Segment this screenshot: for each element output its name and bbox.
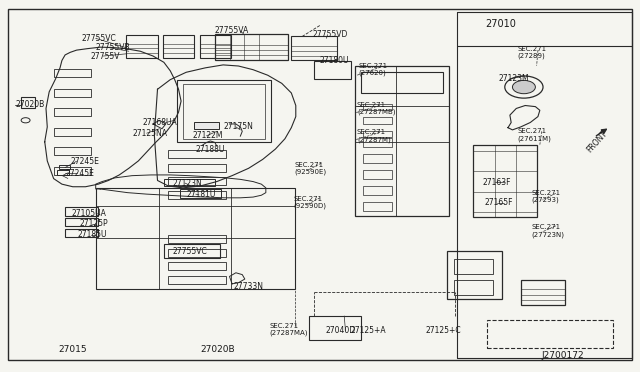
Bar bbox=[20, 97, 35, 109]
Bar bbox=[54, 108, 91, 116]
Bar bbox=[54, 147, 91, 155]
Bar bbox=[96, 188, 294, 289]
Text: 27122M: 27122M bbox=[193, 131, 223, 140]
Text: 27123N: 27123N bbox=[172, 179, 202, 187]
Bar bbox=[168, 248, 226, 257]
Text: 27125P: 27125P bbox=[79, 219, 108, 228]
Text: 27020B: 27020B bbox=[15, 100, 45, 109]
Text: 27040D: 27040D bbox=[325, 326, 355, 335]
Bar bbox=[168, 262, 226, 270]
Bar bbox=[364, 154, 392, 163]
Text: 27180U: 27180U bbox=[320, 56, 349, 65]
Bar bbox=[364, 138, 392, 147]
Text: 27015: 27015 bbox=[59, 345, 88, 354]
Text: 27755VD: 27755VD bbox=[312, 30, 348, 39]
Bar bbox=[168, 150, 226, 158]
Bar bbox=[487, 320, 613, 349]
Text: 27010: 27010 bbox=[486, 19, 516, 29]
Text: SEC.271
(27287MB): SEC.271 (27287MB) bbox=[357, 102, 396, 115]
Text: 27755VA: 27755VA bbox=[215, 26, 249, 35]
Text: 27125NA: 27125NA bbox=[132, 129, 167, 138]
Bar bbox=[168, 191, 226, 199]
Bar bbox=[54, 128, 91, 136]
Text: 27105UA: 27105UA bbox=[72, 209, 106, 218]
Bar bbox=[454, 280, 493, 295]
Bar bbox=[521, 280, 565, 305]
Bar bbox=[364, 131, 392, 137]
Bar bbox=[59, 165, 70, 169]
Text: 27181U: 27181U bbox=[186, 190, 216, 199]
Text: SEC.271
(27287MA): SEC.271 (27287MA) bbox=[269, 323, 308, 336]
Text: 27245E: 27245E bbox=[70, 157, 99, 166]
Bar bbox=[364, 117, 392, 124]
Text: 27755V: 27755V bbox=[91, 52, 120, 61]
Bar bbox=[125, 35, 157, 58]
Circle shape bbox=[513, 80, 536, 94]
Bar bbox=[177, 80, 271, 142]
Bar bbox=[183, 84, 264, 139]
Bar bbox=[314, 61, 351, 79]
Text: SEC.271
(27287M): SEC.271 (27287M) bbox=[357, 129, 390, 143]
Bar bbox=[364, 202, 392, 211]
Bar bbox=[291, 36, 337, 61]
Text: 27123M: 27123M bbox=[499, 74, 529, 83]
Text: 27755VB: 27755VB bbox=[96, 43, 131, 52]
Bar bbox=[163, 35, 195, 58]
Bar bbox=[447, 251, 502, 299]
Bar bbox=[54, 89, 91, 97]
Text: SEC.271
(27620): SEC.271 (27620) bbox=[358, 63, 387, 76]
Text: J2700172: J2700172 bbox=[541, 350, 584, 360]
Bar bbox=[58, 170, 69, 175]
Bar bbox=[168, 235, 226, 243]
Bar bbox=[65, 208, 99, 215]
Bar bbox=[473, 145, 537, 217]
Text: 27125+A: 27125+A bbox=[351, 326, 386, 335]
Text: 27733N: 27733N bbox=[234, 282, 264, 291]
Bar bbox=[364, 104, 392, 110]
Bar bbox=[168, 164, 226, 172]
Text: 27168UA: 27168UA bbox=[143, 118, 178, 127]
Text: 27165F: 27165F bbox=[484, 198, 513, 207]
Text: SEC.271
(27611M): SEC.271 (27611M) bbox=[518, 128, 552, 142]
Bar bbox=[180, 189, 221, 198]
Bar bbox=[65, 229, 99, 237]
Bar bbox=[168, 177, 226, 185]
Bar bbox=[355, 65, 449, 216]
Text: 27125+C: 27125+C bbox=[426, 326, 461, 335]
Text: SEC.271
(27293): SEC.271 (27293) bbox=[532, 190, 561, 203]
Text: 27020B: 27020B bbox=[200, 345, 235, 354]
Text: 27245E: 27245E bbox=[65, 169, 94, 177]
Bar bbox=[54, 167, 91, 175]
Text: SEC.271
(92590E): SEC.271 (92590E) bbox=[294, 161, 326, 175]
Text: 27188U: 27188U bbox=[196, 145, 225, 154]
Text: 27185U: 27185U bbox=[77, 230, 107, 239]
Bar bbox=[164, 244, 220, 258]
Text: SEC.271
(92590D): SEC.271 (92590D) bbox=[293, 196, 326, 209]
Text: 27175N: 27175N bbox=[223, 122, 253, 131]
Bar bbox=[454, 259, 493, 274]
Bar bbox=[65, 218, 99, 226]
Text: 27163F: 27163F bbox=[483, 178, 511, 187]
Text: 27755VC: 27755VC bbox=[172, 247, 207, 256]
Bar bbox=[54, 69, 91, 77]
Bar bbox=[362, 71, 443, 93]
Bar bbox=[308, 316, 362, 340]
Bar bbox=[168, 276, 226, 284]
Bar bbox=[200, 35, 232, 58]
Text: 27755VC: 27755VC bbox=[81, 34, 116, 43]
Bar bbox=[164, 179, 215, 186]
Text: SEC.271
(27289): SEC.271 (27289) bbox=[518, 46, 547, 59]
Bar bbox=[364, 170, 392, 179]
Bar bbox=[215, 34, 288, 61]
Bar bbox=[364, 186, 392, 195]
Bar bbox=[194, 122, 220, 129]
Text: FRONT: FRONT bbox=[585, 129, 609, 154]
Text: SEC.271
(27723N): SEC.271 (27723N) bbox=[532, 224, 564, 238]
